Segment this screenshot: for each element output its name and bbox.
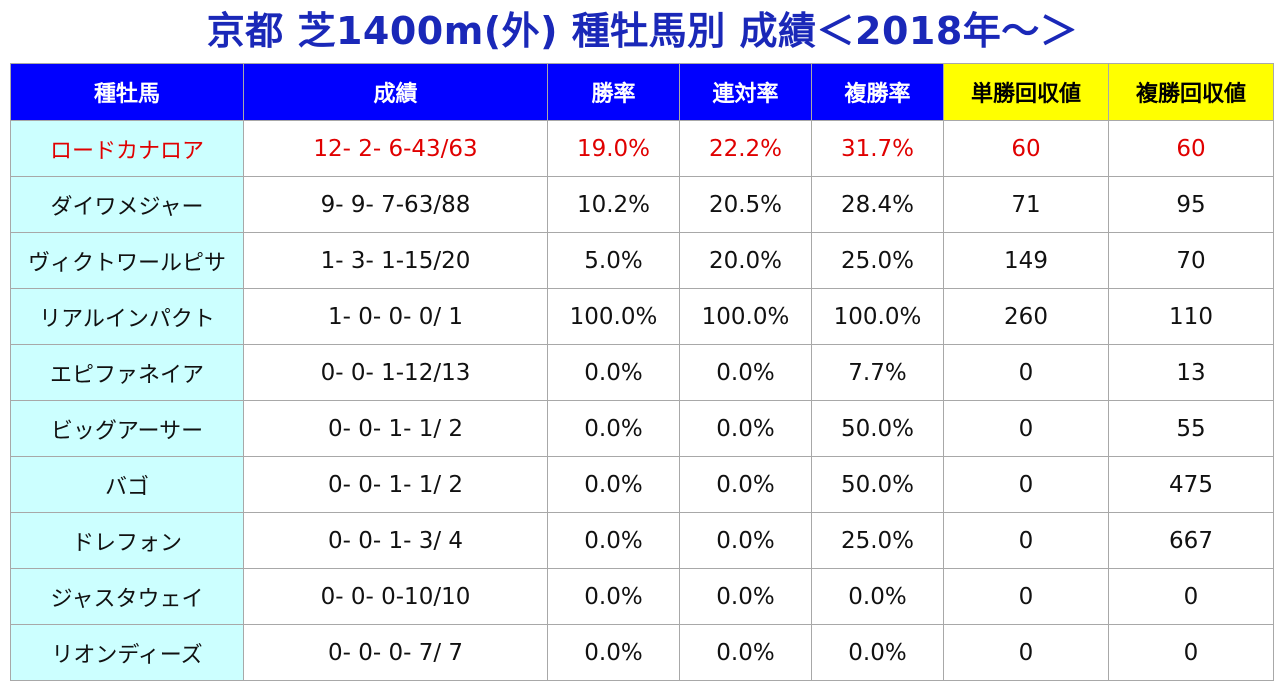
record: 0- 0- 0-10/10 xyxy=(243,568,548,625)
sire-name: ジャスタウェイ xyxy=(10,568,244,625)
sire-name: ダイワメジャー xyxy=(10,176,244,233)
sire-name: リアルインパクト xyxy=(10,288,244,345)
win-rate: 0.0% xyxy=(547,400,680,457)
record: 0- 0- 1- 3/ 4 xyxy=(243,512,548,569)
table-row: エピファネイア 0- 0- 1-12/13 0.0% 0.0% 7.7% 0 1… xyxy=(10,344,1274,401)
quinella-rate: 20.0% xyxy=(679,232,812,289)
header-quinella-rate: 連対率 xyxy=(679,63,812,121)
win-rate: 0.0% xyxy=(547,624,680,681)
win-rate: 19.0% xyxy=(547,120,680,177)
record: 0- 0- 1- 1/ 2 xyxy=(243,456,548,513)
table-row: ロードカナロア 12- 2- 6-43/63 19.0% 22.2% 31.7%… xyxy=(10,120,1274,177)
win-return: 0 xyxy=(943,456,1109,513)
place-return: 60 xyxy=(1108,120,1274,177)
header-record: 成績 xyxy=(243,63,548,121)
win-return: 71 xyxy=(943,176,1109,233)
table-row: ヴィクトワールピサ 1- 3- 1-15/20 5.0% 20.0% 25.0%… xyxy=(10,232,1274,289)
record: 12- 2- 6-43/63 xyxy=(243,120,548,177)
header-row: 種牡馬 成績 勝率 連対率 複勝率 単勝回収値 複勝回収値 xyxy=(10,63,1274,121)
win-return: 0 xyxy=(943,400,1109,457)
quinella-rate: 0.0% xyxy=(679,568,812,625)
table-row: ダイワメジャー 9- 9- 7-63/88 10.2% 20.5% 28.4% … xyxy=(10,176,1274,233)
place-return: 475 xyxy=(1108,456,1274,513)
sire-name: ヴィクトワールピサ xyxy=(10,232,244,289)
quinella-rate: 0.0% xyxy=(679,344,812,401)
win-rate: 5.0% xyxy=(547,232,680,289)
place-rate: 25.0% xyxy=(811,232,944,289)
place-return: 95 xyxy=(1108,176,1274,233)
win-rate: 0.0% xyxy=(547,344,680,401)
page-title: 京都 芝1400m(外) 種牡馬別 成績＜2018年～＞ xyxy=(206,9,1079,53)
quinella-rate: 0.0% xyxy=(679,456,812,513)
place-return: 55 xyxy=(1108,400,1274,457)
place-return: 667 xyxy=(1108,512,1274,569)
place-rate: 50.0% xyxy=(811,400,944,457)
win-return: 0 xyxy=(943,568,1109,625)
table-row: リアルインパクト 1- 0- 0- 0/ 1 100.0% 100.0% 100… xyxy=(10,288,1274,345)
place-return: 70 xyxy=(1108,232,1274,289)
sire-name: リオンディーズ xyxy=(10,624,244,681)
header-win-return: 単勝回収値 xyxy=(943,63,1109,121)
win-rate: 0.0% xyxy=(547,568,680,625)
sire-name: ドレフォン xyxy=(10,512,244,569)
place-rate: 0.0% xyxy=(811,568,944,625)
record: 0- 0- 1-12/13 xyxy=(243,344,548,401)
sire-name: エピファネイア xyxy=(10,344,244,401)
win-return: 260 xyxy=(943,288,1109,345)
record: 0- 0- 1- 1/ 2 xyxy=(243,400,548,457)
quinella-rate: 0.0% xyxy=(679,624,812,681)
quinella-rate: 22.2% xyxy=(679,120,812,177)
sire-results-table: 種牡馬 成績 勝率 連対率 複勝率 単勝回収値 複勝回収値 ロードカナロア 12… xyxy=(10,63,1274,681)
win-rate: 10.2% xyxy=(547,176,680,233)
place-return: 110 xyxy=(1108,288,1274,345)
quinella-rate: 0.0% xyxy=(679,512,812,569)
place-rate: 50.0% xyxy=(811,456,944,513)
win-return: 0 xyxy=(943,624,1109,681)
record: 1- 3- 1-15/20 xyxy=(243,232,548,289)
quinella-rate: 0.0% xyxy=(679,400,812,457)
place-rate: 31.7% xyxy=(811,120,944,177)
header-place-rate: 複勝率 xyxy=(811,63,944,121)
place-rate: 100.0% xyxy=(811,288,944,345)
table-row: バゴ 0- 0- 1- 1/ 2 0.0% 0.0% 50.0% 0 475 xyxy=(10,456,1274,513)
record: 1- 0- 0- 0/ 1 xyxy=(243,288,548,345)
place-return: 0 xyxy=(1108,624,1274,681)
win-return: 149 xyxy=(943,232,1109,289)
place-rate: 28.4% xyxy=(811,176,944,233)
table-row: ビッグアーサー 0- 0- 1- 1/ 2 0.0% 0.0% 50.0% 0 … xyxy=(10,400,1274,457)
win-return: 60 xyxy=(943,120,1109,177)
place-rate: 7.7% xyxy=(811,344,944,401)
sire-name: ビッグアーサー xyxy=(10,400,244,457)
table-row: リオンディーズ 0- 0- 0- 7/ 7 0.0% 0.0% 0.0% 0 0 xyxy=(10,624,1274,681)
win-rate: 0.0% xyxy=(547,512,680,569)
place-return: 0 xyxy=(1108,568,1274,625)
record: 0- 0- 0- 7/ 7 xyxy=(243,624,548,681)
quinella-rate: 100.0% xyxy=(679,288,812,345)
win-rate: 0.0% xyxy=(547,456,680,513)
table-row: ドレフォン 0- 0- 1- 3/ 4 0.0% 0.0% 25.0% 0 66… xyxy=(10,512,1274,569)
place-return: 13 xyxy=(1108,344,1274,401)
header-sire: 種牡馬 xyxy=(10,63,244,121)
win-rate: 100.0% xyxy=(547,288,680,345)
win-return: 0 xyxy=(943,344,1109,401)
quinella-rate: 20.5% xyxy=(679,176,812,233)
header-place-return: 複勝回収値 xyxy=(1108,63,1274,121)
header-win-rate: 勝率 xyxy=(547,63,680,121)
table-row: ジャスタウェイ 0- 0- 0-10/10 0.0% 0.0% 0.0% 0 0 xyxy=(10,568,1274,625)
sire-name: ロードカナロア xyxy=(10,120,244,177)
place-rate: 0.0% xyxy=(811,624,944,681)
record: 9- 9- 7-63/88 xyxy=(243,176,548,233)
win-return: 0 xyxy=(943,512,1109,569)
place-rate: 25.0% xyxy=(811,512,944,569)
sire-name: バゴ xyxy=(10,456,244,513)
